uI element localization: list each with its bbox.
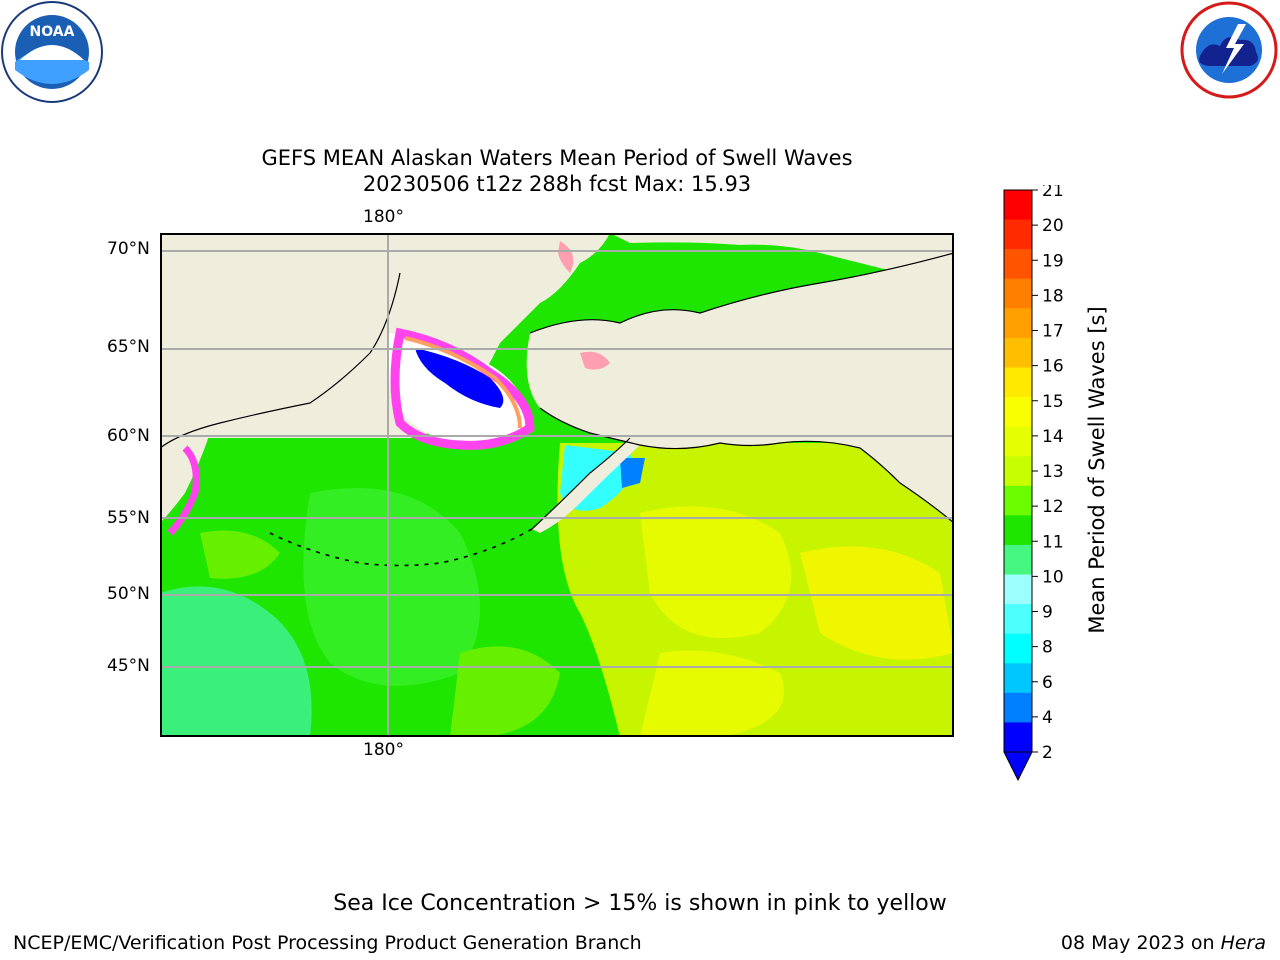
colorbar-tick-label: 12 xyxy=(1042,497,1064,517)
colorbar-swatch xyxy=(1004,308,1032,339)
colorbar-swatch xyxy=(1004,190,1032,221)
lon-label-top: 180° xyxy=(363,207,404,227)
chart-title-line2: 20230506 t12z 288h fcst Max: 15.93 xyxy=(362,172,752,196)
nws-logo xyxy=(1178,0,1280,100)
colorbar-extend-arrow xyxy=(1003,751,1033,782)
colorbar-swatch xyxy=(1004,337,1032,368)
colorbar-swatch xyxy=(1004,426,1032,457)
ice-blue-core xyxy=(415,348,504,408)
colorbar-swatch xyxy=(1004,249,1032,280)
colorbar-tick-label: 14 xyxy=(1042,427,1064,447)
colorbar: 21 20 19 18 17 16 15 14 13 12 11 10 9 8 6 4 2 xyxy=(1000,181,1070,785)
colorbar-tick-label: 9 xyxy=(1042,603,1053,623)
sea-ice-edge xyxy=(390,327,535,450)
colorbar-swatch xyxy=(1004,456,1032,487)
map-panel xyxy=(159,233,955,737)
colorbar-tick-label: 16 xyxy=(1042,357,1064,377)
footer-right: 08 May 2023 on Hera xyxy=(1061,932,1266,954)
colorbar-tick-label: 11 xyxy=(1042,532,1064,552)
colorbar-tick-label: 8 xyxy=(1042,638,1053,658)
lat-label-65: 65°N xyxy=(107,337,150,357)
sea-ice-note: Sea Ice Concentration > 15% is shown in … xyxy=(333,891,947,916)
noaa-logo: NOAA xyxy=(0,0,104,104)
lon-label-bottom: 180° xyxy=(363,740,404,760)
lat-label-50: 50°N xyxy=(107,584,150,604)
colorbar-tick-label: 15 xyxy=(1042,392,1064,412)
colorbar-tick-label: 21 xyxy=(1042,185,1064,201)
colorbar-tick-label: 17 xyxy=(1042,322,1064,342)
colorbar-swatch xyxy=(1004,663,1032,694)
lat-label-70: 70°N xyxy=(107,239,150,259)
colorbar-swatch xyxy=(1004,219,1032,250)
colorbar-swatch xyxy=(1004,604,1032,635)
colorbar-swatch xyxy=(1004,692,1032,723)
colorbar-swatch xyxy=(1004,397,1032,428)
footer-left: NCEP/EMC/Verification Post Processing Pr… xyxy=(13,932,642,954)
lat-label-55: 55°N xyxy=(107,508,150,528)
colorbar-tick-label: 6 xyxy=(1042,673,1053,693)
land-alaska xyxy=(526,253,954,523)
colorbar-swatch xyxy=(1004,515,1032,546)
colorbar-swatch xyxy=(1004,278,1032,309)
colorbar-swatch xyxy=(1004,367,1032,398)
noaa-logo-text: NOAA xyxy=(30,24,75,40)
ocean-teal-region xyxy=(160,586,312,737)
graticule xyxy=(160,233,954,737)
colorbar-swatch xyxy=(1004,574,1032,605)
colorbar-tick-label: 10 xyxy=(1042,567,1064,587)
footer-host: Hera xyxy=(1220,932,1266,954)
footer-date: 08 May 2023 on xyxy=(1060,932,1215,954)
chart-title-line1: GEFS MEAN Alaskan Waters Mean Period of … xyxy=(261,146,853,170)
colorbar-tick-label: 4 xyxy=(1042,708,1053,728)
colorbar-swatch xyxy=(1004,722,1032,753)
colorbar-swatch xyxy=(1004,544,1032,576)
lat-label-60: 60°N xyxy=(107,426,150,446)
colorbar-swatch xyxy=(1004,485,1032,516)
colorbar-label: Mean Period of Swell Waves [s] xyxy=(1085,306,1109,634)
lat-label-45: 45°N xyxy=(107,656,150,676)
colorbar-tick-label: 20 xyxy=(1042,216,1064,236)
colorbar-tick-label: 19 xyxy=(1042,251,1064,271)
colorbar-tick-label: 2 xyxy=(1042,743,1053,763)
colorbar-tick-label: 18 xyxy=(1042,286,1064,306)
colorbar-swatch xyxy=(1004,633,1032,664)
colorbar-tick-label: 13 xyxy=(1042,462,1064,482)
